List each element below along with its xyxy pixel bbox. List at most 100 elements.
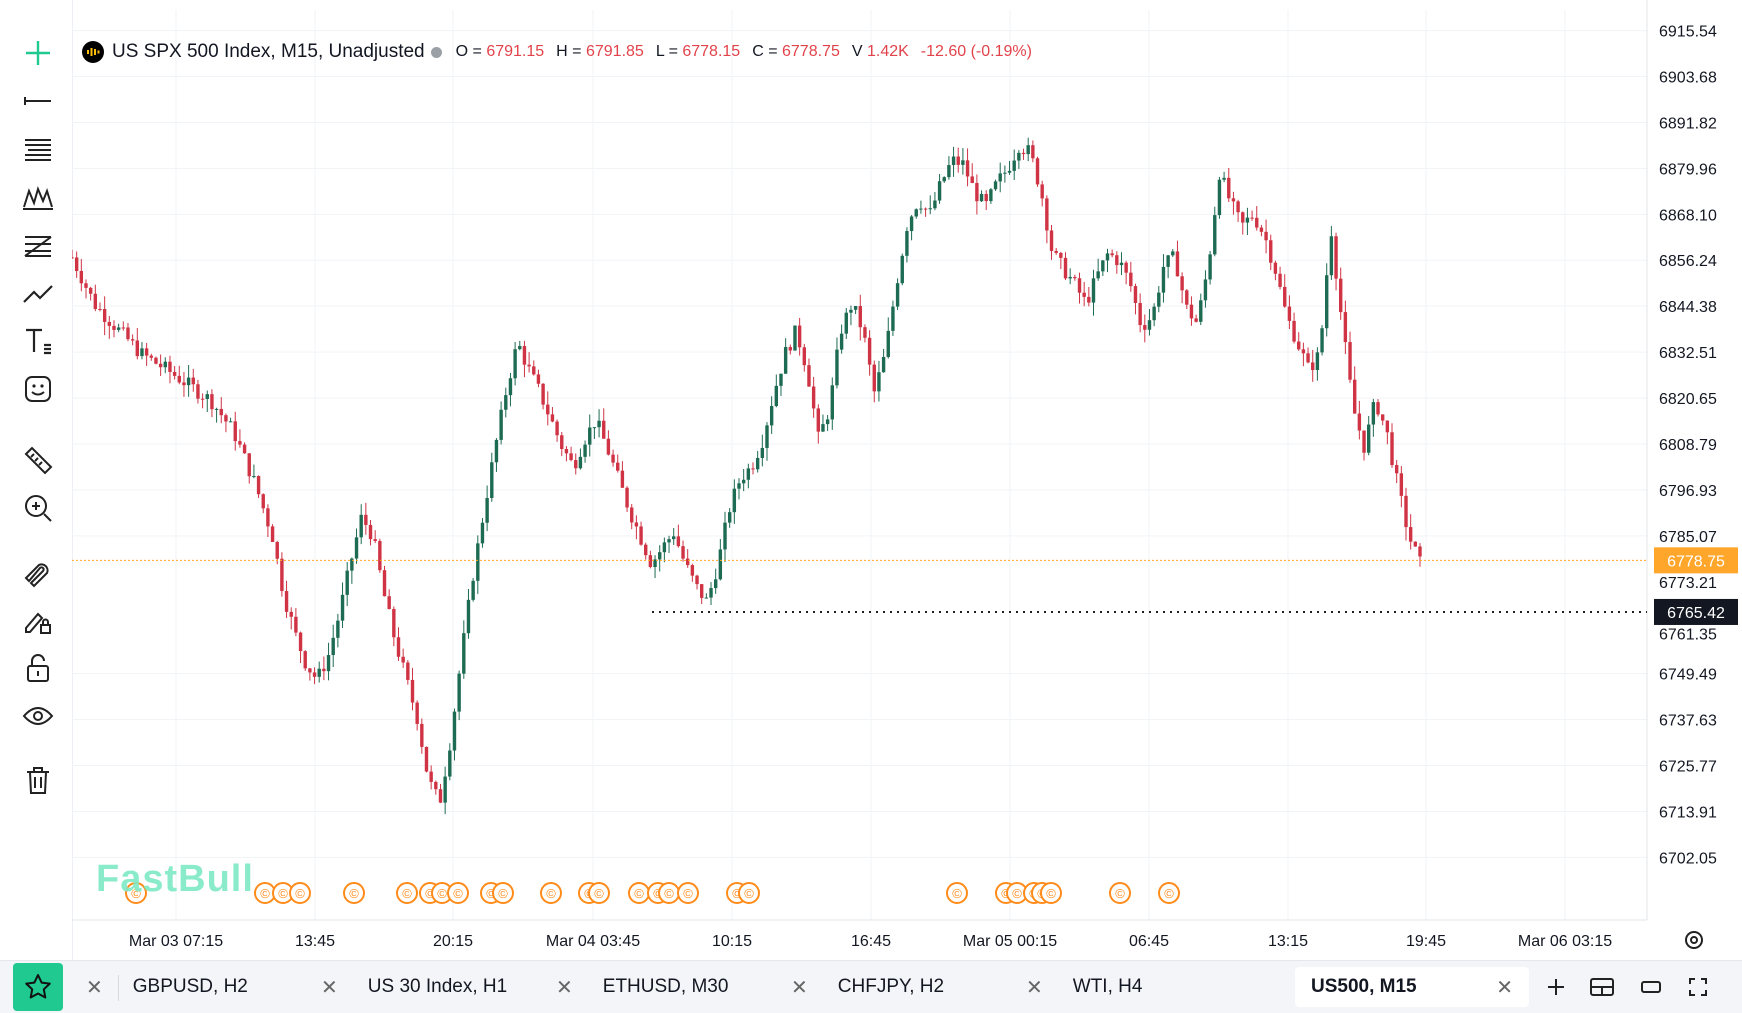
candle-body bbox=[331, 637, 335, 656]
low-value: L = 6778.15 bbox=[656, 43, 740, 61]
chart-tab[interactable]: ✕ WTI, H4 bbox=[1026, 967, 1268, 1007]
candle-body bbox=[438, 789, 443, 803]
settings-gear-icon[interactable] bbox=[1685, 931, 1703, 949]
tab-close-icon[interactable]: ✕ bbox=[791, 976, 808, 999]
event-marker-icon: © bbox=[343, 882, 365, 904]
y-tick-label: 6891.82 bbox=[1659, 115, 1717, 132]
add-tab-button[interactable] bbox=[1540, 971, 1572, 1003]
candle-body bbox=[294, 616, 298, 633]
tab-label[interactable]: US 30 Index, H1 bbox=[367, 976, 508, 997]
candle-body bbox=[140, 348, 144, 357]
tab-close-icon[interactable]: ✕ bbox=[86, 976, 103, 999]
candle-body bbox=[625, 487, 629, 508]
y-tick-label: 6868.10 bbox=[1659, 207, 1717, 224]
candle-body bbox=[1133, 286, 1138, 303]
layout-button[interactable] bbox=[1586, 971, 1618, 1003]
crosshair-icon[interactable] bbox=[16, 31, 60, 75]
candle-body bbox=[485, 498, 489, 523]
candle-body bbox=[741, 479, 746, 484]
candle-body bbox=[909, 216, 914, 232]
event-marker-icon: © bbox=[396, 882, 418, 904]
candle-body bbox=[168, 361, 172, 372]
chart-tab-active[interactable]: US500, M15 ✕ bbox=[1295, 967, 1529, 1007]
svg-text:©: © bbox=[683, 886, 693, 901]
candle-body bbox=[1287, 306, 1292, 321]
candle-body bbox=[881, 356, 886, 373]
fullscreen-button[interactable] bbox=[1682, 971, 1714, 1003]
favorites-button[interactable] bbox=[13, 963, 63, 1011]
chart-tab[interactable]: ✕ US 30 Index, H1 bbox=[321, 967, 563, 1007]
candle-body bbox=[387, 596, 391, 609]
candle-body bbox=[905, 231, 909, 256]
emoji-icon[interactable] bbox=[16, 367, 60, 411]
window-button[interactable] bbox=[1635, 971, 1667, 1003]
candle-body bbox=[1222, 177, 1226, 180]
drawing-toolbar bbox=[0, 0, 73, 960]
candle-body bbox=[424, 746, 429, 772]
candle-body bbox=[961, 160, 965, 165]
candle-body bbox=[1250, 217, 1254, 219]
magnet-icon[interactable] bbox=[16, 550, 60, 594]
candle-body bbox=[928, 208, 932, 210]
tab-close-icon[interactable]: ✕ bbox=[1026, 976, 1043, 999]
price-chart[interactable]: 6915.54 6903.68 6891.82 6879.96 6868.10 6856.… bbox=[72, 0, 1742, 960]
chart-tab[interactable]: ✕ GBPUSD, H2 bbox=[86, 967, 328, 1007]
candle-body bbox=[1007, 170, 1012, 173]
text-tool-icon[interactable] bbox=[16, 319, 60, 363]
candle-body bbox=[434, 781, 438, 790]
chart-tab-bar: ✕ GBPUSD, H2 ✕ US 30 Index, H1 ✕ ETHUSD,… bbox=[0, 960, 1742, 1013]
tab-label[interactable]: WTI, H4 bbox=[1072, 976, 1143, 997]
y-tick-label: 6856.24 bbox=[1659, 253, 1717, 270]
candle-body bbox=[639, 526, 643, 545]
pattern-icon[interactable] bbox=[16, 175, 60, 219]
tab-label[interactable]: GBPUSD, H2 bbox=[132, 976, 248, 997]
candle-body bbox=[1203, 279, 1208, 301]
candle-body bbox=[662, 542, 667, 553]
low-number: 6778.15 bbox=[682, 43, 741, 60]
tab-close-icon[interactable]: ✕ bbox=[321, 976, 338, 999]
fib-retracement-icon[interactable] bbox=[16, 223, 60, 267]
candle-body bbox=[690, 565, 695, 576]
event-marker-icon: © bbox=[1158, 882, 1180, 904]
candle-body bbox=[816, 408, 820, 432]
lock-drawing-icon[interactable] bbox=[16, 598, 60, 642]
candle-body bbox=[1185, 290, 1189, 305]
tab-label[interactable]: US500, M15 bbox=[1311, 976, 1417, 997]
candle-body bbox=[839, 333, 844, 350]
candle-body bbox=[578, 456, 583, 469]
tab-label[interactable]: ETHUSD, M30 bbox=[602, 976, 729, 997]
fib-channel-icon[interactable] bbox=[16, 127, 60, 171]
candle-body bbox=[116, 327, 121, 330]
candle-body bbox=[72, 257, 74, 259]
event-marker-icon: © bbox=[1109, 882, 1131, 904]
zoom-in-icon[interactable] bbox=[16, 486, 60, 530]
eye-icon[interactable] bbox=[16, 694, 60, 738]
candle-body bbox=[79, 270, 84, 284]
tab-label[interactable]: CHFJPY, H2 bbox=[837, 976, 945, 997]
trend-line-icon[interactable] bbox=[16, 271, 60, 315]
horizontal-line-icon[interactable] bbox=[16, 79, 60, 123]
trash-icon[interactable] bbox=[16, 758, 60, 802]
chart-tab[interactable]: ✕ ETHUSD, M30 bbox=[556, 967, 798, 1007]
ruler-icon[interactable] bbox=[16, 438, 60, 482]
symbol-title[interactable]: US SPX 500 Index, M15, Unadjusted bbox=[112, 41, 425, 62]
chart-area[interactable]: 6915.54 6903.68 6891.82 6879.96 6868.10 6856.… bbox=[72, 0, 1742, 960]
candle-body bbox=[364, 514, 368, 525]
candle-body bbox=[546, 404, 550, 415]
candle-body bbox=[1110, 253, 1114, 256]
y-tick-label: 6761.35 bbox=[1659, 627, 1717, 644]
candle-body bbox=[774, 385, 779, 407]
chart-tab[interactable]: ✕ CHFJPY, H2 bbox=[791, 967, 1033, 1007]
tab-close-icon[interactable]: ✕ bbox=[1496, 976, 1513, 999]
candle-body bbox=[508, 378, 513, 396]
tab-close-icon[interactable]: ✕ bbox=[556, 976, 573, 999]
x-tick-label: 10:15 bbox=[712, 933, 752, 950]
svg-text:©: © bbox=[1115, 886, 1125, 901]
candle-body bbox=[891, 306, 895, 331]
candle-body bbox=[536, 374, 541, 384]
candle-body bbox=[611, 454, 615, 463]
candle-body bbox=[1418, 546, 1422, 557]
candle-body bbox=[532, 366, 536, 375]
candle-body bbox=[681, 546, 685, 559]
unlock-icon[interactable] bbox=[16, 646, 60, 690]
